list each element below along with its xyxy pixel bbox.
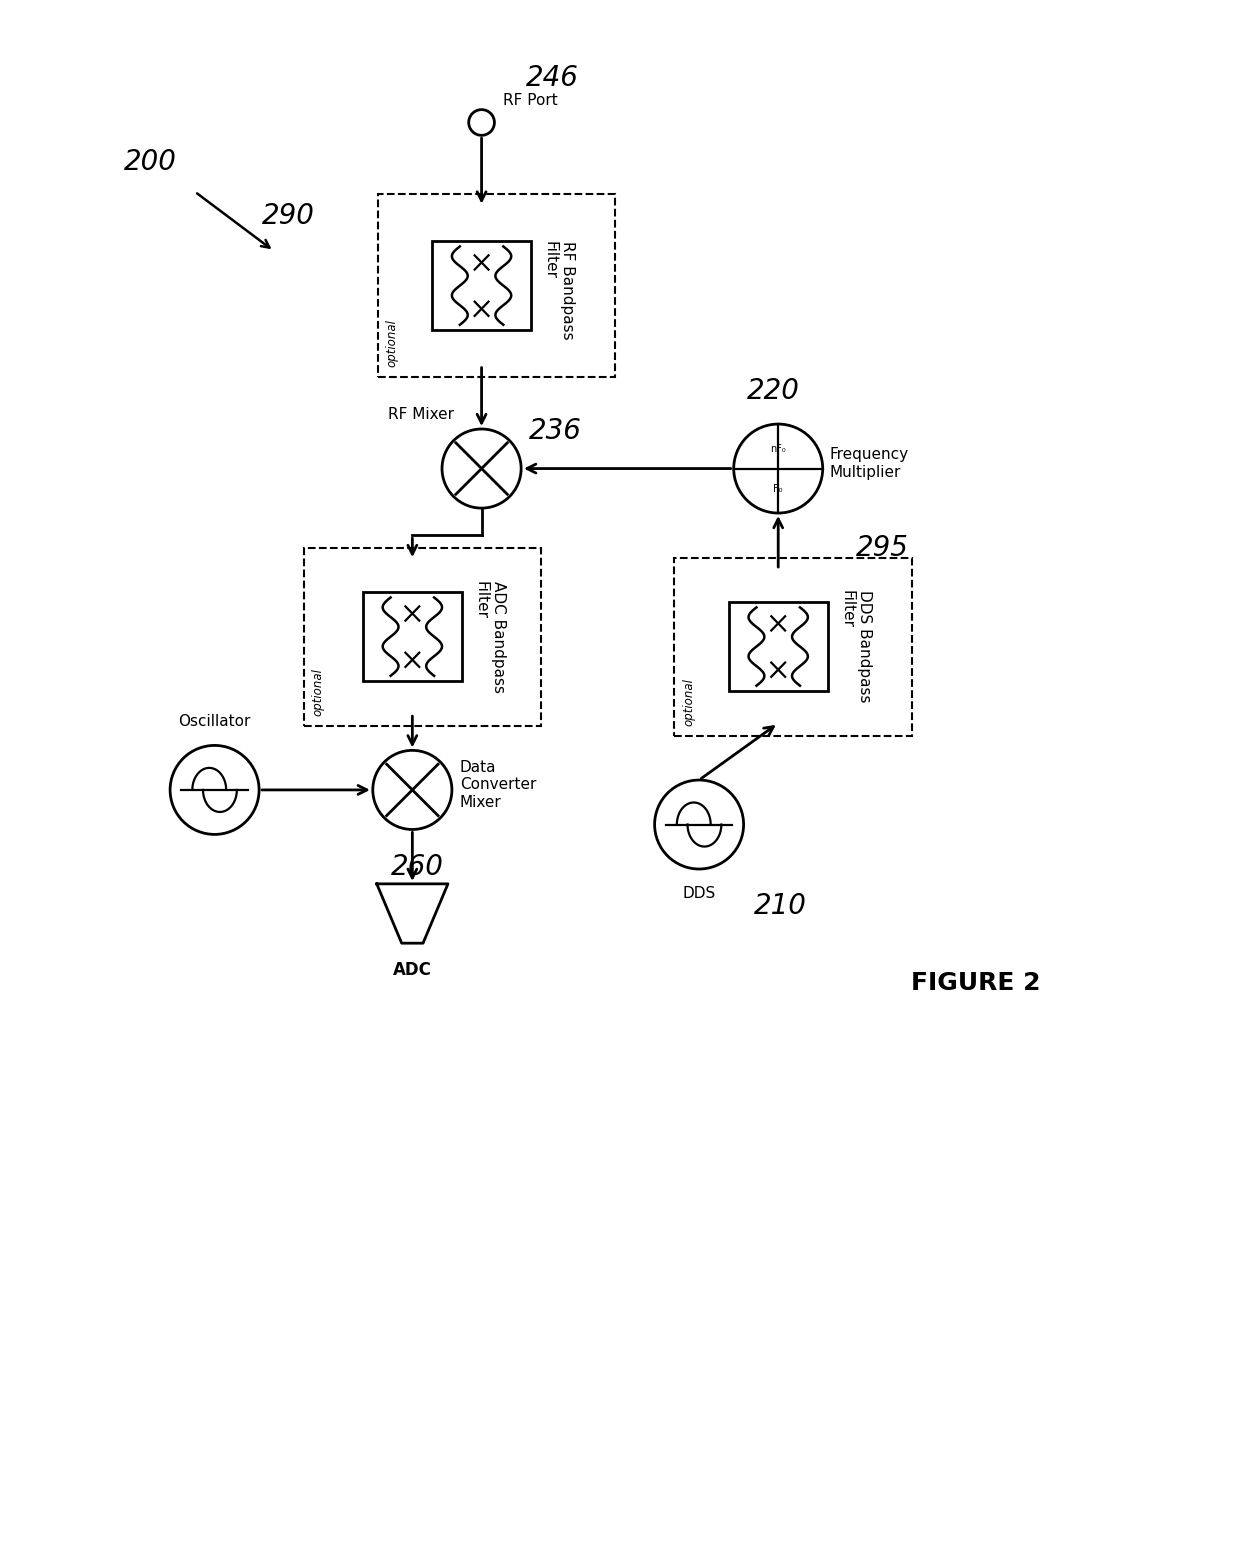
Circle shape bbox=[469, 110, 495, 135]
Text: DDS: DDS bbox=[682, 886, 715, 901]
Text: optional: optional bbox=[386, 319, 398, 368]
Text: RF Bandpass
Filter: RF Bandpass Filter bbox=[543, 241, 575, 340]
Text: optional: optional bbox=[682, 678, 696, 726]
Text: 200: 200 bbox=[124, 149, 177, 175]
Text: 260: 260 bbox=[391, 853, 444, 881]
Text: ADC Bandpass
Filter: ADC Bandpass Filter bbox=[474, 581, 506, 693]
Bar bbox=[378, 194, 615, 377]
Text: FIGURE 2: FIGURE 2 bbox=[911, 970, 1040, 995]
Text: optional: optional bbox=[311, 668, 325, 715]
Text: Data
Converter
Mixer: Data Converter Mixer bbox=[460, 761, 536, 809]
Text: 236: 236 bbox=[529, 416, 582, 444]
Bar bbox=[729, 603, 827, 692]
Text: F₀: F₀ bbox=[774, 484, 782, 493]
Text: nF₀: nF₀ bbox=[770, 443, 786, 454]
Text: RF Port: RF Port bbox=[503, 94, 558, 108]
Bar bbox=[432, 241, 531, 330]
Text: 210: 210 bbox=[754, 892, 807, 920]
Text: 246: 246 bbox=[526, 64, 579, 92]
Text: RF Mixer: RF Mixer bbox=[388, 407, 454, 421]
Circle shape bbox=[655, 779, 744, 869]
Bar bbox=[363, 592, 461, 681]
Text: Oscillator: Oscillator bbox=[179, 714, 250, 729]
Text: ADC: ADC bbox=[393, 961, 432, 980]
Circle shape bbox=[441, 429, 521, 509]
Circle shape bbox=[734, 424, 822, 513]
Text: DDS Bandpass
Filter: DDS Bandpass Filter bbox=[839, 590, 872, 703]
Bar bbox=[304, 548, 541, 726]
Text: 295: 295 bbox=[856, 534, 909, 562]
Circle shape bbox=[170, 745, 259, 834]
Bar bbox=[675, 557, 911, 736]
Text: 290: 290 bbox=[263, 202, 315, 230]
Text: Frequency
Multiplier: Frequency Multiplier bbox=[830, 448, 909, 480]
Circle shape bbox=[373, 750, 451, 829]
Text: 220: 220 bbox=[746, 377, 800, 405]
